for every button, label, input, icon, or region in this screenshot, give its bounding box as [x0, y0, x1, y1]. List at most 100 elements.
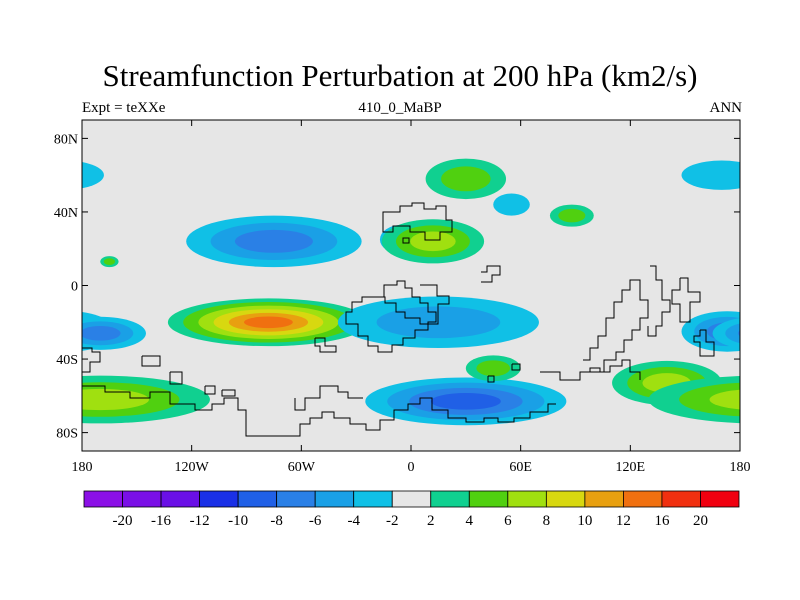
coastline-south-pacific-5: [221, 389, 236, 397]
coastline-south-america: [345, 280, 437, 353]
colorbar-label: 8: [543, 513, 551, 529]
colorbar-label: -6: [309, 513, 322, 529]
contour-level: [82, 388, 150, 411]
contour-level: [493, 193, 530, 216]
colorbar-box: [391, 490, 432, 508]
season-label: ANN: [709, 100, 743, 116]
colorbar-box: [353, 490, 393, 508]
colorbar-box: [700, 490, 740, 508]
x-tick-label: 0: [408, 460, 415, 475]
contour-level: [709, 389, 740, 410]
contour-level: [681, 160, 740, 190]
coastline-antarctic-peninsula: [294, 385, 363, 411]
coastline-north-atlantic: [382, 202, 453, 241]
coastline-maritime-continent: [671, 277, 701, 323]
contour-fills: [82, 158, 740, 426]
contour-level: [441, 166, 491, 192]
colorbar-box: [507, 490, 547, 508]
contour-level: [82, 162, 104, 189]
colorbar-box: [276, 490, 316, 508]
y-tick-label: 80N: [54, 132, 78, 147]
x-tick-label: 180: [730, 460, 751, 475]
coastline-africa: [376, 284, 450, 325]
axes: 180 120W 60W 0 60E 120E 180 80N 40N 0 40S 80S: [54, 120, 751, 475]
coastline: [82, 202, 715, 437]
colorbar-box: [314, 490, 355, 508]
colorbar-label: 16: [654, 513, 670, 529]
feature-15: [82, 375, 740, 424]
colorbar-box: [623, 490, 663, 508]
colorbar: -20 -16 -12 -10 -8 -6 -4 -2 2 4 6 8 10 12 16 20: [83, 490, 740, 529]
x-tick-label: 180: [72, 460, 93, 475]
colorbar-label: -12: [190, 513, 210, 529]
colorbar-box: [122, 490, 162, 508]
contour-level: [558, 208, 586, 223]
feature-7: [82, 164, 740, 179]
y-tick-label: 0: [71, 280, 78, 295]
coastline-central-america: [314, 337, 337, 353]
coastline-asia-edge: [481, 265, 501, 283]
colorbar-box: [430, 490, 470, 508]
feature-8: [100, 256, 119, 268]
feature-3: [425, 158, 507, 200]
colorbar-box: [199, 490, 239, 508]
colorbar-box: [237, 490, 278, 508]
x-tick-label: 60E: [509, 460, 532, 475]
contour-level: [244, 316, 293, 329]
coastline-south-pacific-4: [204, 385, 216, 395]
coastline-south-pacific-2: [141, 355, 161, 367]
feature-11: [365, 377, 567, 426]
colorbar-label: -16: [151, 513, 171, 529]
x-tick-label: 120W: [175, 460, 210, 475]
colorbar-box: [83, 490, 123, 508]
coastline-india-peninsula: [583, 279, 649, 373]
x-tick-label: 60W: [288, 460, 316, 475]
colorbar-box: [468, 490, 509, 508]
colorbar-box: [545, 490, 586, 508]
colorbar-box: [160, 490, 200, 508]
coastline-south-pacific-3: [169, 371, 183, 385]
colorbar-label: -8: [270, 513, 283, 529]
y-tick-label: 40S: [56, 353, 78, 368]
coastline-antarctic: [82, 385, 556, 437]
colorbar-label: 4: [466, 513, 474, 529]
feature-12: [465, 355, 521, 382]
coastline-atlantic-islands-2: [511, 363, 521, 371]
contour-level: [82, 325, 121, 341]
contour-level: [103, 258, 116, 265]
contour-level: [732, 164, 740, 179]
feature-5: [549, 204, 594, 227]
x-tick-label: 120E: [616, 460, 646, 475]
contour-level: [82, 164, 90, 179]
coastline-island: [402, 237, 410, 244]
coastline-australia: [540, 359, 641, 381]
colorbar-label: 10: [577, 513, 592, 529]
contour-level: [725, 323, 740, 344]
colorbar-label: 20: [693, 513, 708, 529]
feature-0: [186, 215, 362, 268]
contour-level: [234, 229, 313, 253]
contour-level: [430, 393, 501, 410]
coastline-atlantic-islands: [487, 375, 495, 383]
feature-2: [381, 219, 485, 264]
feature-4: [493, 193, 530, 216]
colorbar-label: 6: [504, 513, 512, 529]
case-label: 410_0_MaBP: [358, 100, 442, 116]
feature-16: [82, 316, 740, 350]
y-tick-label: 40N: [54, 206, 78, 221]
contour-level: [410, 231, 456, 252]
colorbar-box: [584, 490, 624, 508]
colorbar-label: 12: [616, 513, 631, 529]
feature-9: [167, 298, 369, 347]
colorbar-label: -2: [386, 513, 399, 529]
colorbar-label: 2: [427, 513, 435, 529]
colorbar-box: [661, 490, 701, 508]
colorbar-label: -4: [347, 513, 360, 529]
chart-title: Streamfunction Perturbation at 200 hPa (…: [102, 58, 698, 93]
coastline-south-pacific: [82, 347, 101, 373]
coastline-new-zealand: [693, 329, 715, 357]
colorbar-label: -20: [113, 513, 133, 529]
coastline-indochina: [647, 265, 671, 337]
colorbar-label: -10: [228, 513, 248, 529]
